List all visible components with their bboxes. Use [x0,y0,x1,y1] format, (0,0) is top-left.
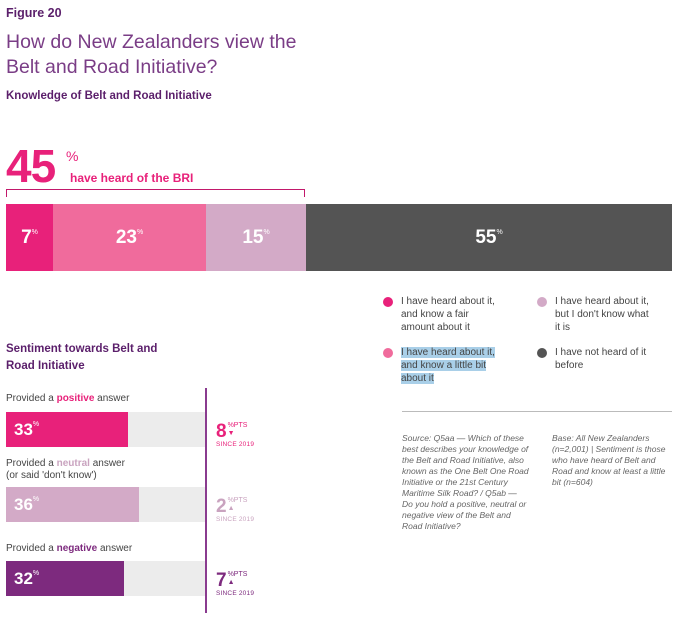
sentiment-title: Sentiment towards Belt and Road Initiati… [6,343,158,372]
sentiment-row-label: Provided a neutral answer (or said 'don't… [6,458,125,481]
sentiment-row-label: Provided a negative answer [6,543,133,554]
knowledge-bar-segment: 55% [306,204,672,271]
change-since-label: SINCE 2019 [216,590,255,597]
legend-label: I have not heard of it before [555,347,647,371]
sentiment-bar-value: 32 [14,568,33,588]
knowledge-bar-value: 55 [475,226,497,248]
knowledge-bar-segment: 7% [6,204,53,271]
sentiment-bar-unit: % [32,496,40,503]
legend-label: I have heard about it, and know a fair a… [401,296,495,333]
knowledge-bar-unit: % [263,229,270,236]
figure-label: Figure 20 [6,6,62,20]
change-unit: %PTS [227,571,248,578]
legend-label: I have heard about it, but I don't know … [555,296,649,333]
change-value: 7 [216,570,227,591]
legend-swatch [537,297,547,307]
sentiment-bar-unit: % [32,421,40,428]
base-note: Base: All New Zealanders (n=2,001) | Sen… [552,433,666,487]
sentiment-bar-track: 33% [6,412,205,447]
legend-item: I have heard about it, and know a little… [383,346,501,385]
sentiment-bar: 36% [6,487,139,522]
heard-bracket [6,189,305,197]
chart-title: How do New Zealanders view the Belt and … [6,31,297,78]
arrow-down-icon: ▼ [227,430,235,437]
headline-unit: % [66,148,79,164]
source-note: Source: Q5aa — Which of these best descr… [402,433,529,531]
knowledge-bar-value: 15 [242,226,264,248]
knowledge-bar-unit: % [136,229,144,236]
knowledge-bar-segment: 23% [53,204,206,271]
sentiment-divider [205,388,207,613]
legend-swatch [383,297,393,307]
legend-swatch [537,348,547,358]
arrow-up-icon: ▲ [227,505,235,512]
sentiment-bar-track: 36% [6,487,205,522]
legend-item: I have heard about it, but I don't know … [537,295,655,334]
knowledge-bar-value: 7 [21,226,32,248]
knowledge-stacked-bar: 7% 23% 15% 55% [6,204,672,271]
change-unit: %PTS [227,422,248,429]
change-value: 2 [216,496,227,517]
knowledge-bar-segment: 15% [206,204,306,271]
change-unit: %PTS [227,497,248,504]
knowledge-subtitle: Knowledge of Belt and Road Initiative [6,90,212,102]
headline-caption: have heard of the BRI [70,171,194,185]
sentiment-change: 8 %PTS ▼ SINCE 2019 [216,422,254,449]
sentiment-bar-track: 32% [6,561,205,596]
sentiment-change: 2 %PTS ▲ SINCE 2019 [216,497,254,524]
change-since-label: SINCE 2019 [216,516,255,523]
change-value: 8 [216,421,227,442]
legend-label: I have heard about it, and know a little… [401,347,495,384]
knowledge-bar-unit: % [31,229,38,236]
legend-item: I have heard about it, and know a fair a… [383,295,501,334]
headline-value: 45 [6,140,56,192]
change-since-label: SINCE 2019 [216,441,255,448]
arrow-up-icon: ▲ [227,579,235,586]
knowledge-bar-unit: % [496,229,503,236]
sentiment-row-label: Provided a positive answer [6,393,130,404]
legend-swatch [383,348,393,358]
sentiment-change: 7 %PTS ▲ SINCE 2019 [216,571,254,598]
legend-item: I have not heard of it before [537,346,655,372]
knowledge-bar-value: 23 [115,226,137,248]
sentiment-bar: 32% [6,561,124,596]
sentiment-bar-unit: % [32,570,40,577]
sentiment-bar-value: 36 [14,494,33,514]
sentiment-bar-value: 33 [14,419,33,439]
notes-divider [402,411,672,412]
sentiment-bar: 33% [6,412,128,447]
